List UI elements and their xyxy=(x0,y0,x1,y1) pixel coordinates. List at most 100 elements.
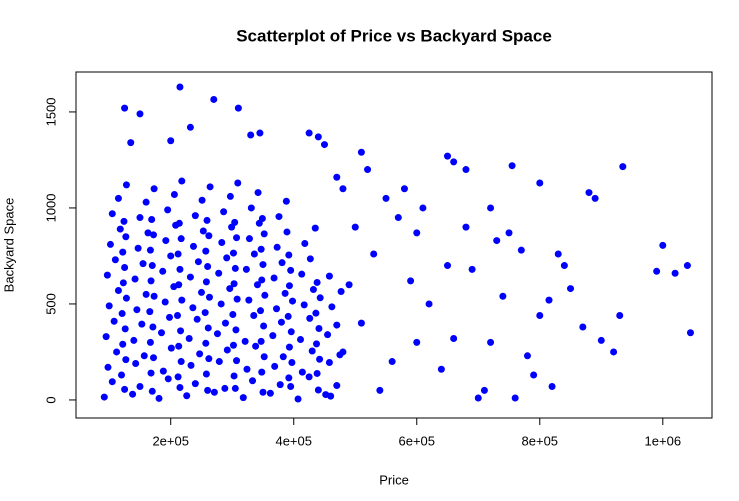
point xyxy=(106,240,114,248)
point xyxy=(258,276,266,284)
point xyxy=(351,223,359,231)
point xyxy=(231,384,239,392)
point xyxy=(121,263,129,271)
point xyxy=(305,129,313,137)
point xyxy=(213,330,221,338)
point xyxy=(146,308,154,316)
point xyxy=(462,223,470,231)
point xyxy=(220,208,228,216)
point xyxy=(150,354,158,362)
point xyxy=(221,319,229,327)
point xyxy=(394,214,402,222)
point xyxy=(313,278,321,286)
point xyxy=(345,281,353,289)
point xyxy=(325,359,333,367)
point xyxy=(197,288,205,296)
point xyxy=(653,267,661,275)
point xyxy=(173,311,181,319)
point xyxy=(269,332,277,340)
point xyxy=(413,229,421,237)
point xyxy=(178,177,186,185)
point xyxy=(114,287,122,295)
x-tick-label: 1e+06 xyxy=(645,433,682,448)
point xyxy=(333,173,341,181)
point xyxy=(108,378,116,386)
point xyxy=(122,294,130,302)
point xyxy=(121,325,129,333)
y-tick-label: 0 xyxy=(43,396,58,403)
point xyxy=(176,265,184,273)
point xyxy=(260,353,268,361)
point xyxy=(108,210,116,218)
point xyxy=(119,340,127,348)
point xyxy=(567,285,575,293)
point xyxy=(282,197,290,205)
point xyxy=(260,230,268,238)
point xyxy=(242,265,250,273)
point xyxy=(314,133,322,141)
point xyxy=(277,318,285,326)
point xyxy=(247,131,255,139)
point xyxy=(312,340,320,348)
point xyxy=(132,359,140,367)
point xyxy=(425,300,433,308)
point xyxy=(187,361,195,369)
point xyxy=(297,335,305,343)
point xyxy=(686,329,694,337)
point xyxy=(278,259,286,267)
point xyxy=(671,269,679,277)
point xyxy=(249,377,257,385)
point xyxy=(134,244,142,252)
point xyxy=(281,289,289,297)
point xyxy=(119,279,127,287)
point xyxy=(199,227,207,235)
point xyxy=(186,123,194,131)
point xyxy=(202,339,210,347)
point xyxy=(560,262,568,270)
point xyxy=(104,363,112,371)
point xyxy=(204,386,212,394)
point xyxy=(508,162,516,170)
point xyxy=(146,246,154,254)
point xyxy=(243,365,251,373)
point xyxy=(364,166,372,174)
point xyxy=(253,281,261,289)
point xyxy=(260,322,268,330)
point xyxy=(202,370,210,378)
point xyxy=(111,256,119,264)
point xyxy=(283,228,291,236)
point xyxy=(186,273,194,281)
point xyxy=(191,212,199,220)
point xyxy=(229,311,237,319)
point xyxy=(121,385,129,393)
point xyxy=(257,307,265,315)
point xyxy=(136,110,144,118)
point xyxy=(122,181,130,189)
point xyxy=(183,392,191,400)
point xyxy=(229,249,237,257)
y-tick-label: 500 xyxy=(43,293,58,315)
point xyxy=(196,350,204,358)
point xyxy=(301,239,309,247)
point xyxy=(257,245,265,253)
point xyxy=(288,359,296,367)
point xyxy=(165,313,173,321)
point xyxy=(400,185,408,193)
point xyxy=(121,104,129,112)
point xyxy=(333,321,341,329)
point xyxy=(221,384,229,392)
point xyxy=(189,242,197,250)
y-tick-label: 1000 xyxy=(43,193,58,222)
point xyxy=(189,304,197,312)
point xyxy=(118,371,126,379)
point xyxy=(545,296,553,304)
point xyxy=(202,247,210,255)
point xyxy=(201,309,209,317)
point xyxy=(136,214,144,222)
point xyxy=(254,189,262,197)
point xyxy=(247,204,255,212)
point xyxy=(233,357,241,365)
point xyxy=(110,317,118,325)
point xyxy=(597,336,605,344)
